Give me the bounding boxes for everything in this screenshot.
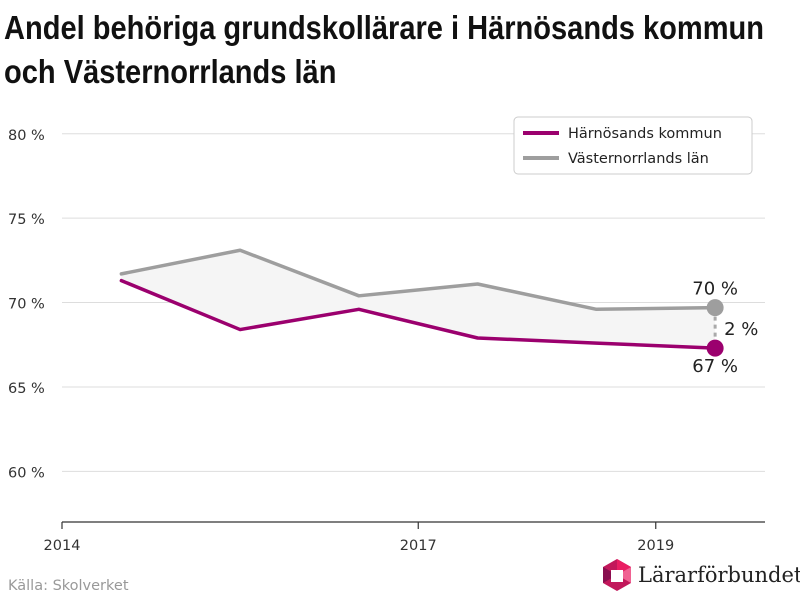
title-line-2: och Västernorrlands län bbox=[4, 53, 337, 90]
y-tick-label-2: 70 % bbox=[8, 297, 45, 313]
hexagon-logo-icon bbox=[603, 559, 631, 591]
lararforbundet-logo: Lärarförbundet bbox=[602, 556, 800, 594]
y-tick-label-3: 75 % bbox=[8, 212, 45, 228]
x-tick-label-0: 2014 bbox=[44, 538, 81, 554]
label-vasternorrland-end: 70 % bbox=[692, 279, 738, 300]
legend-label-0: Härnösands kommun bbox=[568, 126, 722, 142]
brand-name: Lärarförbundet bbox=[638, 563, 800, 587]
x-tick-label-1: 2017 bbox=[400, 538, 437, 554]
y-tick-label-0: 60 % bbox=[8, 465, 45, 481]
legend-label-1: Västernorrlands län bbox=[568, 151, 709, 167]
title-line-1: Andel behöriga grundskollärare i Härnösa… bbox=[4, 9, 765, 46]
end-marker-vasternorrland bbox=[706, 299, 724, 317]
series-line-vasternorrland bbox=[119, 248, 717, 312]
y-tick-label-4: 80 % bbox=[8, 128, 45, 144]
series-line-harnosand bbox=[119, 278, 717, 350]
legend-box bbox=[513, 116, 753, 175]
chart-title: Andel behöriga grundskollärare i Härnösa… bbox=[4, 6, 765, 94]
source-note: Källa: Skolverket bbox=[8, 578, 129, 594]
label-difference: 2 % bbox=[724, 319, 758, 340]
label-harnosand-end: 67 % bbox=[692, 356, 738, 377]
difference-band bbox=[121, 250, 716, 349]
y-tick-label-1: 65 % bbox=[8, 381, 45, 397]
end-marker-harnosand bbox=[706, 339, 724, 357]
x-tick-label-2: 2019 bbox=[637, 538, 674, 554]
